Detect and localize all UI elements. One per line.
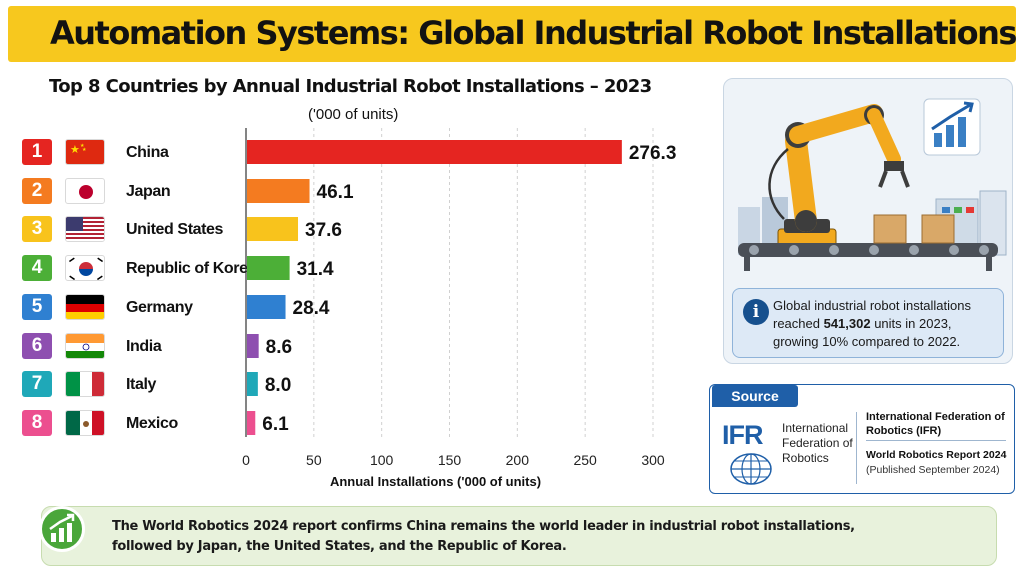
rank-badge: 8	[22, 410, 52, 436]
bar	[247, 295, 286, 319]
bar-chart: 0 50 100 150 200 250 300276.346.137.631.428.48…	[242, 128, 677, 489]
rank-badge: 3	[22, 216, 52, 242]
x-tick-label: 250	[573, 452, 597, 468]
bar-value-label: 276.3	[629, 143, 677, 164]
source-organization: International Federation of Robotics (IF…	[866, 411, 1005, 437]
chart-title: Top 8 Countries by Annual Industrial Rob…	[49, 76, 652, 97]
page-title: Automation Systems: Global Industrial Ro…	[50, 14, 1017, 52]
info-line-3: growing 10% compared to 2022.	[773, 334, 961, 349]
bar	[247, 372, 258, 396]
country-label: Germany	[126, 299, 193, 316]
japan-flag	[65, 178, 105, 204]
country-label: United States	[126, 221, 224, 238]
robot-arm-icon	[738, 98, 1007, 271]
source-tab: Source	[712, 385, 798, 407]
x-tick-label: 50	[306, 452, 322, 468]
rank-badge: 7	[22, 371, 52, 397]
mexico-flag	[65, 410, 105, 436]
info-icon: i	[743, 299, 769, 325]
x-axis-title: Annual Installations ('000 of units)	[330, 474, 541, 489]
source-rule	[866, 440, 1006, 441]
rank-badge: 4	[22, 255, 52, 281]
bar-value-label: 8.0	[265, 375, 291, 396]
source-divider	[856, 412, 857, 484]
footer-text: The World Robotics 2024 report confirms …	[112, 517, 992, 557]
country-label: Mexico	[126, 415, 178, 432]
rank-badge: 6	[22, 333, 52, 359]
svg-text:★: ★	[82, 147, 87, 153]
china-flag: ★ ★ ★	[65, 139, 105, 165]
bar-value-label: 28.4	[293, 298, 330, 319]
source-published-date: (Published September 2024)	[866, 464, 1000, 476]
svg-text:★: ★	[80, 143, 85, 149]
info-line-1: Global industrial robot installations	[773, 298, 971, 313]
info-total-value: 541,302	[823, 316, 871, 331]
rank-badge: 2	[22, 178, 52, 204]
info-box: i Global industrial robot installations …	[732, 288, 1004, 358]
x-tick-label: 150	[438, 452, 462, 468]
globe-icon	[730, 453, 772, 485]
ifr-logo-name: International Federation of Robotics	[782, 421, 853, 465]
bar	[247, 217, 299, 241]
svg-text:★: ★	[70, 144, 80, 156]
bar-value-label: 37.6	[305, 220, 342, 241]
x-tick-label: 200	[506, 452, 530, 468]
rank-badge: 5	[22, 294, 52, 320]
country-label: Italy	[126, 376, 157, 393]
title-banner: Automation Systems: Global Industrial Ro…	[8, 6, 1017, 62]
bar	[247, 411, 256, 435]
country-label: Republic of Korea	[126, 260, 257, 277]
chart-subtitle: ('000 of units)	[308, 106, 399, 123]
rank-badge: 1	[22, 139, 52, 165]
germany-flag	[65, 294, 105, 320]
footer-line-2: followed by Japan, the United States, an…	[112, 539, 567, 554]
bar-value-label: 46.1	[317, 182, 354, 203]
info-text: Global industrial robot installations re…	[773, 297, 1001, 351]
italy-flag	[65, 371, 105, 397]
x-tick-label: 100	[370, 452, 394, 468]
united-states-flag	[65, 216, 105, 242]
footer-banner	[41, 506, 997, 566]
bar-value-label: 31.4	[297, 259, 334, 280]
bar	[247, 179, 310, 203]
info-line-2-prefix: reached	[773, 316, 824, 331]
growth-chart-icon	[39, 506, 85, 552]
bar	[247, 256, 290, 280]
x-tick-label: 300	[641, 452, 665, 468]
bar	[247, 140, 622, 164]
source-report: World Robotics Report 2024	[866, 449, 1007, 461]
info-line-2: reached 541,302 units in 2023,	[773, 315, 1001, 333]
x-tick-label: 0	[242, 452, 250, 468]
country-label: Japan	[126, 183, 171, 200]
republic-of-korea-flag	[65, 255, 105, 281]
bar	[247, 334, 259, 358]
bar-value-label: 6.1	[262, 414, 289, 435]
india-flag	[65, 333, 105, 359]
country-label: India	[126, 338, 162, 355]
footer-line-1: The World Robotics 2024 report confirms …	[112, 519, 855, 534]
info-line-2-suffix: units in 2023,	[870, 316, 952, 331]
country-label: China	[126, 144, 169, 161]
ifr-logo-letters: IFR	[722, 420, 763, 450]
bar-value-label: 8.6	[266, 337, 292, 358]
